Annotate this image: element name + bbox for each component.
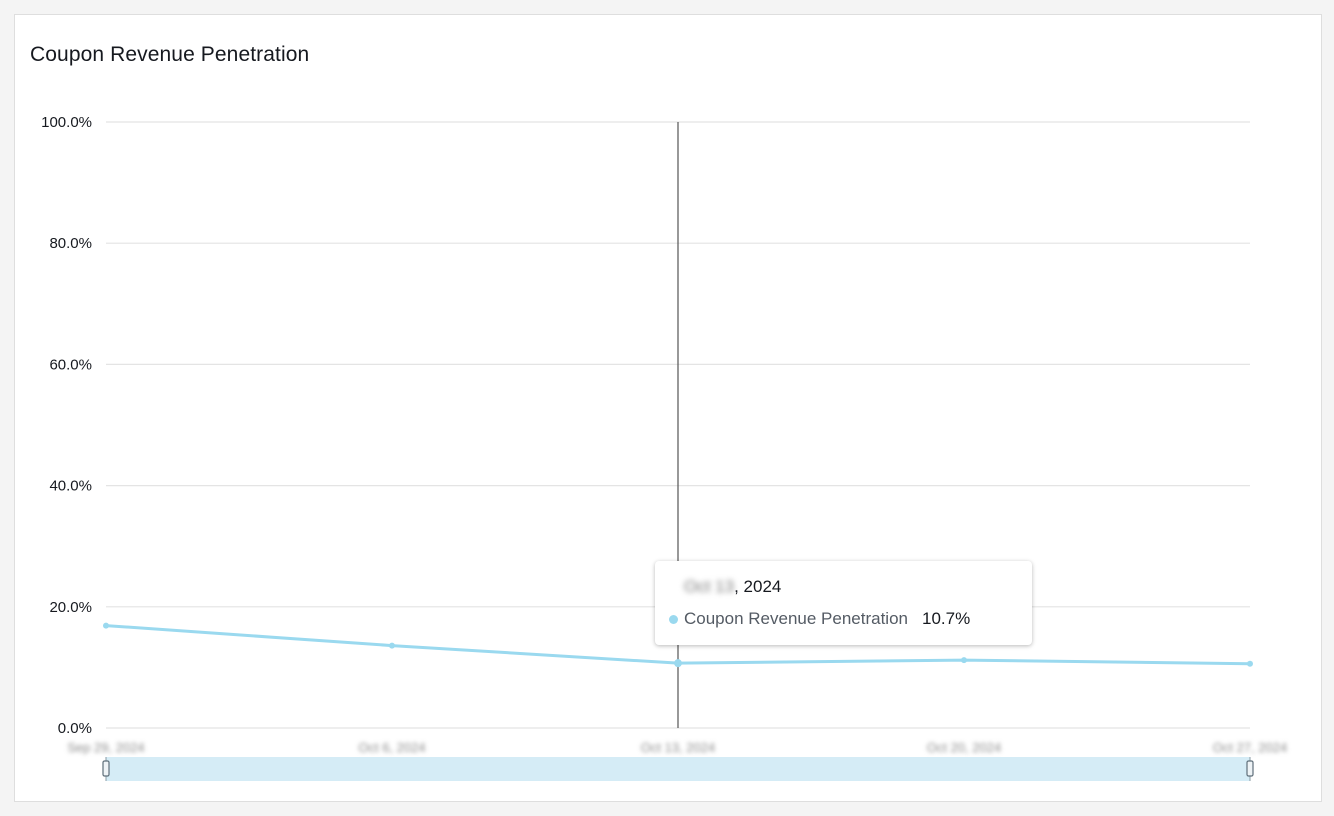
brush-range[interactable] (106, 757, 1250, 781)
x-tick-label: Oct 6, 2024 (358, 740, 425, 755)
y-tick-label: 0.0% (58, 720, 92, 737)
brush-left-handle[interactable] (102, 760, 110, 777)
chart-title: Coupon Revenue Penetration (30, 43, 310, 66)
y-tick-label: 80.0% (49, 235, 92, 252)
y-tick-label: 60.0% (49, 356, 92, 373)
tooltip-series-label: Coupon Revenue Penetration (684, 609, 908, 628)
hover-tooltip: Oct 13, 2024 Coupon Revenue Penetration … (655, 561, 1032, 645)
y-tick-label: 100.0% (41, 114, 92, 131)
tooltip-date-year: , 2024 (734, 577, 782, 596)
x-tick-label: Sep 29, 2024 (67, 740, 144, 755)
brush-right-handle[interactable] (1246, 760, 1254, 777)
series-dot-icon (669, 614, 678, 624)
series-coupon-revenue-penetration[interactable] (103, 622, 1253, 668)
data-point[interactable] (961, 657, 967, 664)
y-tick-label: 40.0% (49, 478, 92, 495)
range-brush[interactable] (102, 757, 1254, 781)
data-point[interactable] (674, 659, 682, 668)
y-axis: 0.0% 20.0% 40.0% 60.0% 80.0% 100.0% (41, 114, 92, 737)
tooltip-date-obscured: Oct 13 (684, 577, 735, 596)
tooltip-value: 10.7% (922, 609, 971, 628)
x-tick-label: Oct 20, 2024 (927, 740, 1001, 755)
x-tick-label: Oct 13, 2024 (641, 740, 715, 755)
data-point[interactable] (103, 622, 109, 629)
chart-card: Coupon Revenue Penetration (14, 14, 1322, 802)
x-tick-label: Oct 27, 2024 (1213, 740, 1287, 755)
tooltip-date: Oct 13, 2024 (684, 577, 781, 597)
data-point[interactable] (1247, 660, 1253, 667)
y-tick-label: 20.0% (49, 599, 92, 616)
data-point[interactable] (389, 642, 395, 649)
x-axis: Sep 29, 2024 Oct 6, 2024 Oct 13, 2024 Oct 2… (67, 740, 1287, 755)
tooltip-series-row: Coupon Revenue Penetration 10.7% (669, 609, 970, 629)
